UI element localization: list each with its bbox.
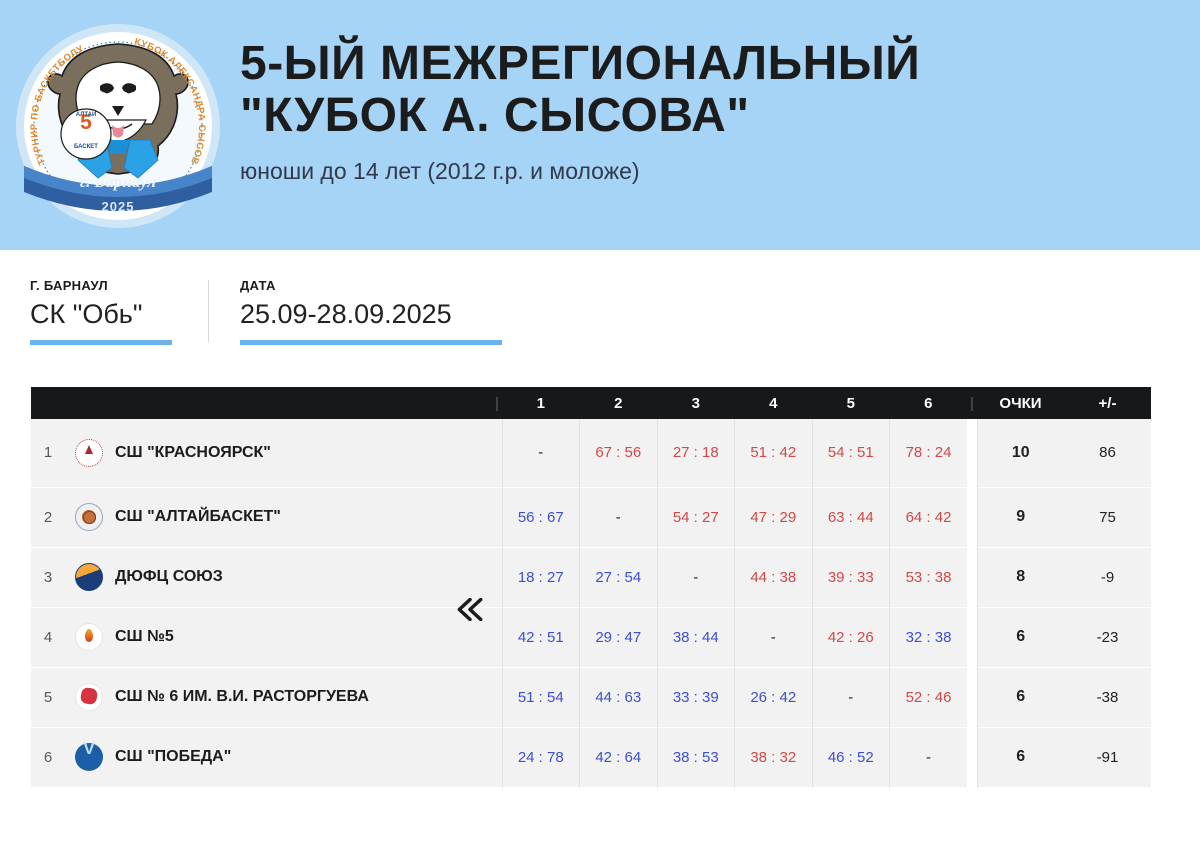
svg-text:г. Барнаул: г. Барнаул bbox=[80, 172, 156, 191]
svg-text:АЛТАЙ: АЛТАЙ bbox=[76, 110, 97, 118]
svg-text:2025: 2025 bbox=[102, 199, 135, 214]
svg-text:БАСКЕТ: БАСКЕТ bbox=[74, 144, 98, 150]
